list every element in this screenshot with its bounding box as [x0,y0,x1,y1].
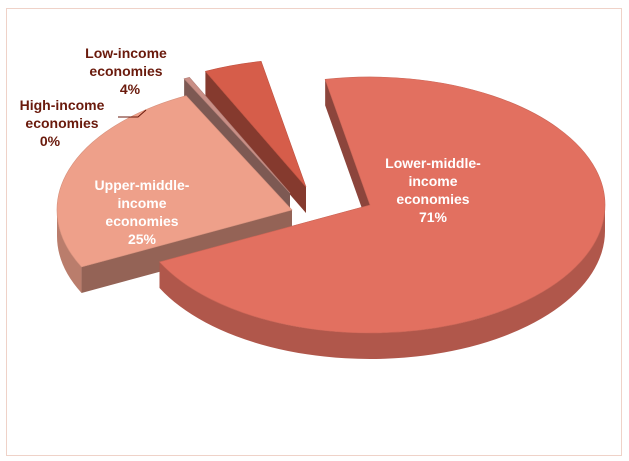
slice-label-2: High-income economies 0% [20,97,105,149]
slice-label-3: Low-income economies 4% [85,45,167,97]
slice-name-line-1-0: Upper-middle- [95,177,190,193]
slice-name-line-2-1: economies [25,115,98,131]
slice-name-line-3-1: economies [89,63,162,79]
pie-slice-rim-0-0 [159,205,605,359]
slice-label-0: Lower-middle-income economies 71% [385,155,481,225]
slice-label-1: Upper-middle-income economies 25% [95,177,190,247]
slice-value-label-3: 4% [120,81,141,97]
slice-value-label-2: 0% [40,133,61,149]
slice-name-line-1-1: income [117,195,166,211]
pie-slice-0 [158,76,606,359]
pie-slice-top-3 [204,61,307,188]
data-labels: Lower-middle-income economies 71% Upper-mid… [20,45,482,247]
leader-line-high-income [118,109,147,118]
pie-slice-1 [56,95,293,293]
slice-name-line-2-0: High-income [20,97,105,113]
pie-slice-rim-1-0 [57,210,82,293]
slice-name-line-1-2: economies [105,213,178,229]
slice-value-label-0: 71% [419,209,448,225]
slice-name-line-0-0: Lower-middle- [385,155,481,171]
slice-name-line-0-2: economies [396,191,469,207]
pie-slice-top-0 [158,76,606,334]
pie-slice-wall-0-0 [325,79,370,232]
pie-slice-wall-3-0 [205,71,306,213]
slice-value-label-1: 25% [128,231,157,247]
pie-slice-3 [204,61,307,214]
pie-slice-top-1 [56,95,293,268]
slice-name-line-0-1: income [408,173,457,189]
slice-name-line-3-0: Low-income [85,45,167,61]
pie-slice-top-2 [183,76,291,194]
pie-slice-wall-1-0 [81,210,292,293]
